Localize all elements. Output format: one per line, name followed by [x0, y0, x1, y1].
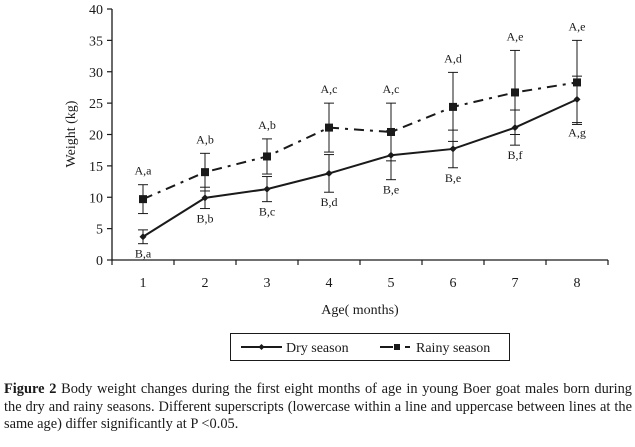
y-tick-label: 25 [89, 97, 103, 112]
y-tick-label: 10 [89, 191, 103, 206]
significance-label: A,a [135, 164, 153, 178]
significance-label: A,b [258, 118, 276, 132]
significance-label: B,f [508, 148, 523, 162]
significance-label: B,d [320, 195, 337, 209]
y-tick-label: 0 [96, 254, 103, 269]
series-rainy-season [138, 39, 582, 215]
data-point-square [263, 152, 271, 161]
legend-dry-marker [258, 344, 265, 350]
data-point-diamond [263, 185, 271, 193]
significance-label: A,d [444, 51, 462, 65]
y-tick-label: 15 [89, 160, 103, 175]
x-tick-label: 6 [450, 276, 457, 291]
data-point-square [325, 123, 333, 132]
y-tick-label: 30 [89, 66, 103, 81]
x-tick-label: 5 [388, 276, 395, 291]
significance-label: B,a [135, 247, 152, 261]
caption-label: Figure 2 [4, 381, 57, 397]
legend-rainy-label: Rainy season [416, 341, 490, 356]
significance-label: A,g [568, 126, 586, 140]
series-layer [138, 39, 582, 245]
y-tick-label: 40 [89, 3, 103, 18]
significance-label: B,e [445, 171, 461, 185]
x-tick-label: 1 [140, 276, 147, 291]
legend: Dry season Rainy season [230, 333, 510, 361]
data-point-diamond [201, 194, 209, 202]
significance-label: B,c [259, 205, 275, 219]
data-point-square [511, 88, 519, 97]
data-point-square [201, 168, 209, 177]
legend-rainy-marker [394, 344, 400, 350]
significance-label: A,e [507, 29, 524, 43]
legend-dry-label: Dry season [286, 341, 349, 356]
significance-labels: B,a B,b B,c B,d B,e B,e B,f A,g A,a A,b A,b A,c A,c A… [135, 19, 586, 260]
significance-label: A,c [321, 82, 338, 96]
line-chart: 0 5 10 15 20 25 30 35 40 1 2 3 4 5 6 7 8 Weight (kg) Ag… [64, 3, 609, 361]
y-axis: 0 5 10 15 20 25 30 35 40 [89, 3, 113, 269]
data-point-square [387, 127, 395, 136]
x-tick-label: 7 [512, 276, 519, 291]
x-axis-title: Age( months) [321, 303, 399, 318]
significance-label: B,e [383, 183, 399, 197]
data-point-diamond [139, 233, 147, 241]
data-point-square [573, 78, 581, 87]
y-tick-label: 35 [89, 34, 103, 49]
series-line [142, 98, 578, 238]
x-tick-label: 8 [574, 276, 581, 291]
caption-text: Body weight changes during the first eig… [4, 381, 632, 432]
y-axis-title: Weight (kg) [64, 100, 79, 167]
figure-caption: Figure 2 Body weight changes during the … [4, 381, 632, 434]
y-tick-label: 20 [89, 129, 103, 144]
x-axis: 1 2 3 4 5 6 7 8 [111, 259, 609, 291]
y-tick-label: 5 [96, 223, 103, 238]
significance-label: A,b [196, 132, 214, 146]
data-point-square [449, 102, 457, 111]
x-tick-label: 4 [326, 276, 333, 291]
series-line [142, 81, 578, 201]
data-point-diamond [449, 145, 457, 153]
significance-label: A,c [383, 82, 400, 96]
x-tick-label: 2 [202, 276, 209, 291]
significance-label: B,b [196, 212, 213, 226]
data-point-square [139, 195, 147, 204]
significance-label: A,e [569, 19, 586, 33]
data-point-diamond [325, 169, 333, 177]
x-tick-label: 3 [264, 276, 271, 291]
